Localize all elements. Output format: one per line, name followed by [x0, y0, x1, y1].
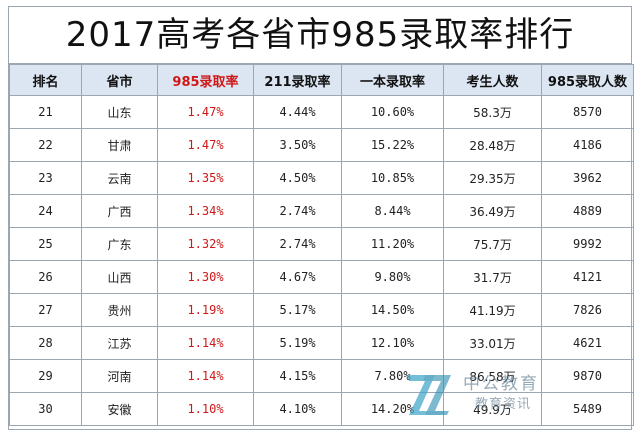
cell-211-rate[interactable]: 5.19%	[253, 326, 342, 360]
cell-rank[interactable]: 23	[9, 161, 82, 195]
cell-985-admitted[interactable]: 8570	[541, 95, 634, 129]
cell-province[interactable]: 河南	[81, 359, 158, 393]
cell-tier1-rate[interactable]: 14.50%	[341, 293, 444, 327]
ranking-table: 排名 省市 985录取率 211录取率 一本录取率 考生人数 985录取人数 2…	[9, 64, 634, 426]
table-row: 30 安徽 1.10% 4.10% 14.20% 49.9万 5489	[9, 392, 634, 426]
cell-rank[interactable]: 26	[9, 260, 82, 294]
cell-985-admitted[interactable]: 4186	[541, 128, 634, 162]
cell-province[interactable]: 安徽	[81, 392, 158, 426]
cell-985-rate[interactable]: 1.19%	[157, 293, 254, 327]
cell-province[interactable]: 广西	[81, 194, 158, 228]
cell-province[interactable]: 山东	[81, 95, 158, 129]
table-row: 29 河南 1.14% 4.15% 7.80% 86.58万 9870	[9, 359, 634, 393]
header-985-admitted[interactable]: 985录取人数	[541, 64, 634, 96]
cell-985-admitted[interactable]: 3962	[541, 161, 634, 195]
cell-candidates[interactable]: 75.7万	[443, 227, 542, 261]
cell-rank[interactable]: 28	[9, 326, 82, 360]
cell-211-rate[interactable]: 4.10%	[253, 392, 342, 426]
cell-province[interactable]: 甘肃	[81, 128, 158, 162]
cell-tier1-rate[interactable]: 11.20%	[341, 227, 444, 261]
table-body: 21 山东 1.47% 4.44% 10.60% 58.3万 8570 22 甘肃 1.47% 3.…	[9, 95, 634, 426]
cell-tier1-rate[interactable]: 9.80%	[341, 260, 444, 294]
header-rank[interactable]: 排名	[9, 64, 82, 96]
table-row: 21 山东 1.47% 4.44% 10.60% 58.3万 8570	[9, 95, 634, 129]
header-province[interactable]: 省市	[81, 64, 158, 96]
cell-tier1-rate[interactable]: 15.22%	[341, 128, 444, 162]
cell-candidates[interactable]: 41.19万	[443, 293, 542, 327]
cell-985-rate[interactable]: 1.35%	[157, 161, 254, 195]
cell-211-rate[interactable]: 4.44%	[253, 95, 342, 129]
cell-candidates[interactable]: 28.48万	[443, 128, 542, 162]
cell-985-rate[interactable]: 1.14%	[157, 359, 254, 393]
cell-985-rate[interactable]: 1.32%	[157, 227, 254, 261]
cell-tier1-rate[interactable]: 10.60%	[341, 95, 444, 129]
cell-985-rate[interactable]: 1.30%	[157, 260, 254, 294]
cell-rank[interactable]: 29	[9, 359, 82, 393]
cell-985-admitted[interactable]: 5489	[541, 392, 634, 426]
cell-985-rate[interactable]: 1.34%	[157, 194, 254, 228]
cell-211-rate[interactable]: 2.74%	[253, 227, 342, 261]
cell-rank[interactable]: 22	[9, 128, 82, 162]
table-row: 24 广西 1.34% 2.74% 8.44% 36.49万 4889	[9, 194, 634, 228]
page-title: 2017高考各省市985录取率排行	[9, 7, 631, 64]
cell-rank[interactable]: 25	[9, 227, 82, 261]
cell-province[interactable]: 江苏	[81, 326, 158, 360]
cell-211-rate[interactable]: 4.67%	[253, 260, 342, 294]
cell-tier1-rate[interactable]: 10.85%	[341, 161, 444, 195]
cell-985-admitted[interactable]: 4121	[541, 260, 634, 294]
cell-province[interactable]: 云南	[81, 161, 158, 195]
cell-candidates[interactable]: 58.3万	[443, 95, 542, 129]
cell-211-rate[interactable]: 4.50%	[253, 161, 342, 195]
table-row: 27 贵州 1.19% 5.17% 14.50% 41.19万 7826	[9, 293, 634, 327]
cell-985-admitted[interactable]: 4889	[541, 194, 634, 228]
table-row: 26 山西 1.30% 4.67% 9.80% 31.7万 4121	[9, 260, 634, 294]
cell-985-rate[interactable]: 1.10%	[157, 392, 254, 426]
table-row: 23 云南 1.35% 4.50% 10.85% 29.35万 3962	[9, 161, 634, 195]
cell-candidates[interactable]: 33.01万	[443, 326, 542, 360]
cell-candidates[interactable]: 86.58万	[443, 359, 542, 393]
cell-rank[interactable]: 21	[9, 95, 82, 129]
table-row: 22 甘肃 1.47% 3.50% 15.22% 28.48万 4186	[9, 128, 634, 162]
cell-province[interactable]: 山西	[81, 260, 158, 294]
cell-province[interactable]: 贵州	[81, 293, 158, 327]
cell-211-rate[interactable]: 2.74%	[253, 194, 342, 228]
cell-985-rate[interactable]: 1.47%	[157, 128, 254, 162]
table-row: 25 广东 1.32% 2.74% 11.20% 75.7万 9992	[9, 227, 634, 261]
cell-211-rate[interactable]: 5.17%	[253, 293, 342, 327]
cell-candidates[interactable]: 49.9万	[443, 392, 542, 426]
cell-985-admitted[interactable]: 9992	[541, 227, 634, 261]
header-tier1-rate[interactable]: 一本录取率	[341, 64, 444, 96]
cell-985-admitted[interactable]: 9870	[541, 359, 634, 393]
cell-tier1-rate[interactable]: 12.10%	[341, 326, 444, 360]
cell-985-rate[interactable]: 1.14%	[157, 326, 254, 360]
cell-rank[interactable]: 24	[9, 194, 82, 228]
cell-tier1-rate[interactable]: 14.20%	[341, 392, 444, 426]
cell-candidates[interactable]: 36.49万	[443, 194, 542, 228]
cell-candidates[interactable]: 31.7万	[443, 260, 542, 294]
header-211-rate[interactable]: 211录取率	[253, 64, 342, 96]
table-header-row: 排名 省市 985录取率 211录取率 一本录取率 考生人数 985录取人数	[9, 64, 634, 96]
cell-211-rate[interactable]: 4.15%	[253, 359, 342, 393]
cell-province[interactable]: 广东	[81, 227, 158, 261]
table-row: 28 江苏 1.14% 5.19% 12.10% 33.01万 4621	[9, 326, 634, 360]
cell-tier1-rate[interactable]: 7.80%	[341, 359, 444, 393]
header-985-rate[interactable]: 985录取率	[157, 64, 254, 96]
cell-211-rate[interactable]: 3.50%	[253, 128, 342, 162]
spreadsheet-sheet: 2017高考各省市985录取率排行 排名 省市 985录取率 211录取率 一本…	[8, 6, 634, 430]
cell-rank[interactable]: 30	[9, 392, 82, 426]
cell-rank[interactable]: 27	[9, 293, 82, 327]
cell-tier1-rate[interactable]: 8.44%	[341, 194, 444, 228]
cell-985-rate[interactable]: 1.47%	[157, 95, 254, 129]
cell-985-admitted[interactable]: 4621	[541, 326, 634, 360]
header-candidates[interactable]: 考生人数	[443, 64, 542, 96]
cell-candidates[interactable]: 29.35万	[443, 161, 542, 195]
cell-985-admitted[interactable]: 7826	[541, 293, 634, 327]
